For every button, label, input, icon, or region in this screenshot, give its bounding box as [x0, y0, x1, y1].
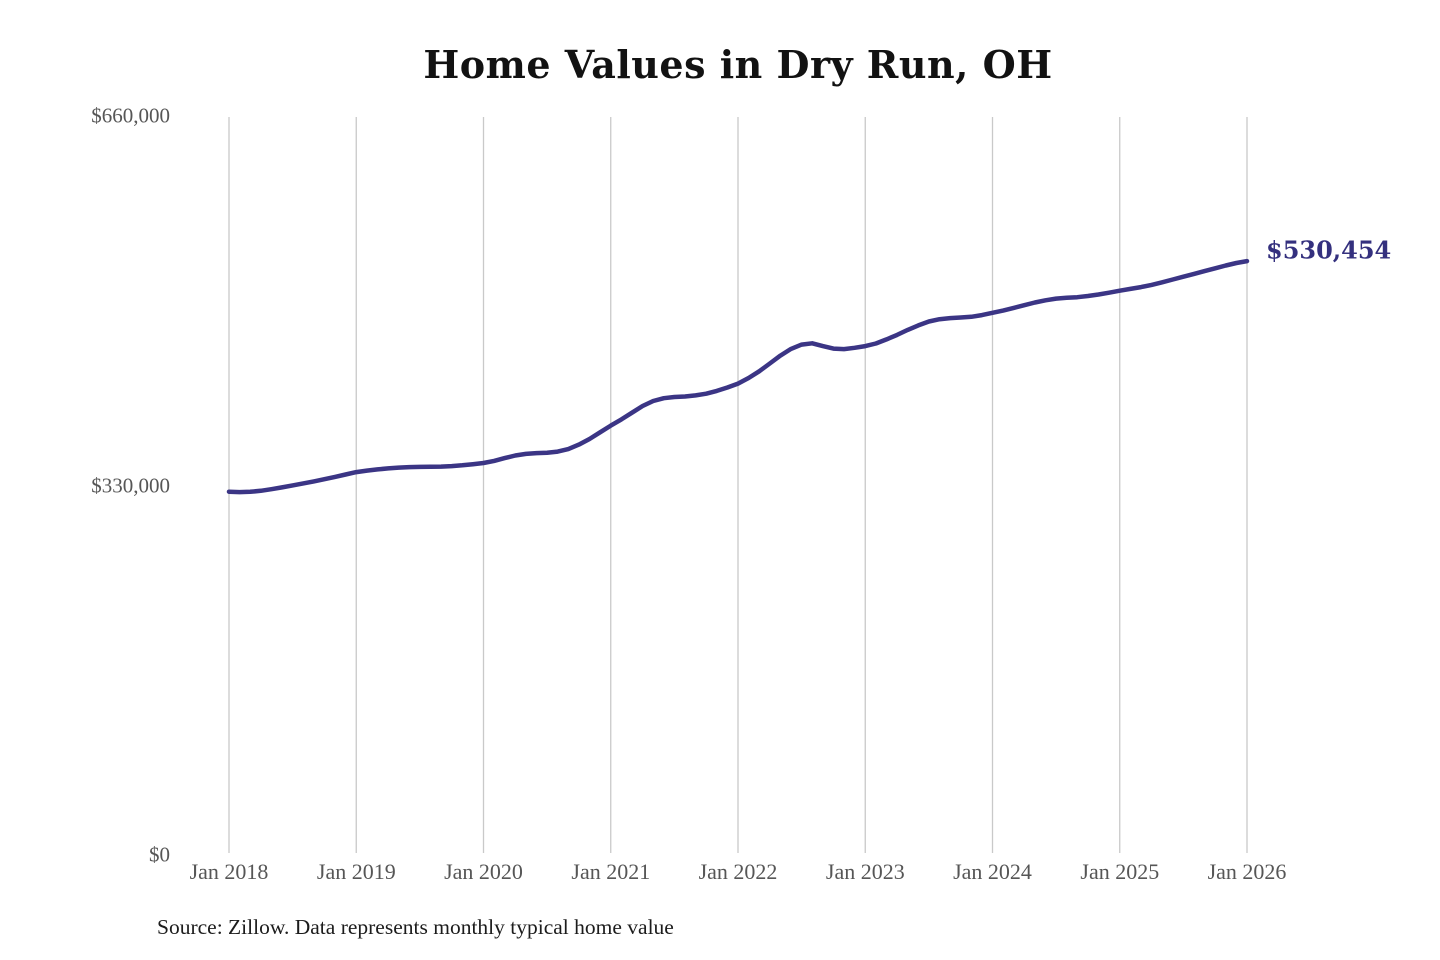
y-axis-tick-label: $0: [149, 842, 170, 867]
chart-title: Home Values in Dry Run, OH: [423, 42, 1053, 87]
y-axis-tick-label: $330,000: [91, 473, 170, 497]
vertical-gridlines: [228, 117, 1248, 853]
x-axis-tick-label: Jan 2018: [189, 859, 269, 884]
x-axis-tick-label: Jan 2023: [825, 859, 905, 884]
y-axis-tick-label: $660,000: [91, 103, 170, 128]
x-axis-tick-label: Jan 2019: [316, 859, 396, 884]
end-value-label: $530,454: [1266, 235, 1392, 265]
source-note: Source: Zillow. Data represents monthly …: [157, 915, 674, 939]
x-axis-tick-label: Jan 2022: [698, 859, 778, 884]
x-axis-tick-label: Jan 2021: [571, 859, 651, 884]
x-axis-tick-label: Jan 2024: [953, 859, 1032, 884]
x-axis-tick-label: Jan 2026: [1207, 859, 1287, 884]
x-axis-tick-label: Jan 2020: [444, 859, 523, 884]
x-axis-tick-label: Jan 2025: [1080, 859, 1160, 884]
home-value-line: [226, 258, 1250, 495]
